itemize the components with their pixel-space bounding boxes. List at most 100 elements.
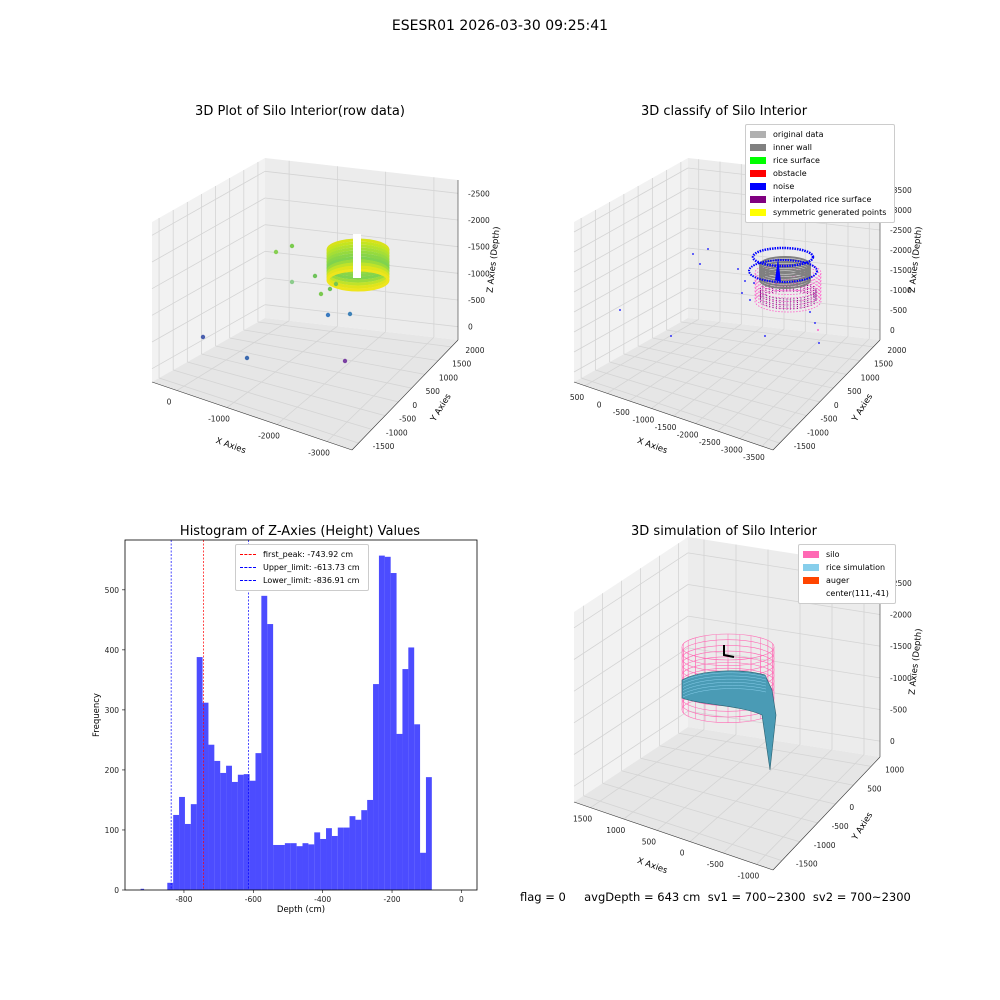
figure-suptitle: ESESR01 2026-03-30 09:25:41 [391, 18, 609, 34]
histogram-bar [196, 657, 203, 890]
histogram-outlier-bar [140, 888, 145, 890]
histogram-bar [361, 810, 368, 890]
histogram-bar [326, 828, 332, 890]
histogram-bar [337, 827, 344, 890]
histogram-bar [173, 814, 180, 890]
panel2-legend-item: interpolated rice surface [750, 193, 890, 206]
panel2-legend-label: rice surface [773, 156, 820, 165]
panel2-legend-label: interpolated rice surface [773, 195, 872, 204]
histogram-bar [231, 781, 238, 890]
panel4-legend-label: rice simulation [826, 563, 886, 572]
histogram-bar [390, 573, 397, 890]
panel4-legend-item: rice simulation [803, 561, 891, 574]
histogram-bar [408, 647, 415, 890]
histogram-bar [208, 744, 215, 890]
panel4-legend-item: auger [803, 574, 891, 587]
histogram-legend-line [240, 567, 256, 568]
histogram-bar [314, 832, 321, 890]
histogram-y-axis-label: Frequency [92, 693, 102, 737]
histogram-legend-label: first_peak: -743.92 cm [263, 550, 354, 559]
histogram-legend-item: first_peak: -743.92 cm [240, 548, 364, 561]
histogram-bar [190, 804, 197, 890]
panel2-legend-label: symmetric generated points [773, 208, 887, 217]
histogram-legend-line [240, 554, 256, 555]
panel4-legend-item: center(111,-41) [803, 587, 891, 600]
histogram-bar [290, 843, 297, 890]
panel4-legend-swatch [803, 590, 819, 597]
panel4-legend-label: center(111,-41) [826, 589, 889, 598]
histogram-y-tick-label: 0 [114, 886, 119, 895]
histogram-bar [202, 702, 209, 890]
panel2-legend-swatch [750, 183, 766, 190]
histogram-y-tick-label: 300 [105, 706, 120, 715]
histogram-bar [331, 835, 338, 890]
panel2-legend-item: inner wall [750, 141, 890, 154]
histogram-bar [396, 733, 403, 890]
panel2-legend-item: noise [750, 180, 890, 193]
histogram-bar [402, 669, 409, 890]
panel4-legend-swatch [803, 551, 819, 558]
panel4-legend-item: silo [803, 548, 891, 561]
panel2-legend-item: symmetric generated points [750, 206, 890, 219]
panel4-legend-label: silo [826, 550, 840, 559]
histogram-x-tick-label: -200 [384, 895, 401, 904]
histogram-bar [355, 819, 362, 890]
histogram-y-tick-label: 400 [105, 646, 120, 655]
panel2-legend-swatch [750, 157, 766, 164]
panel2-title: 3D classify of Silo Interior [640, 104, 808, 119]
panel2-legend-swatch [750, 170, 766, 177]
histogram-bar [267, 624, 274, 890]
histogram-bar [343, 827, 350, 890]
histogram-legend: first_peak: -743.92 cm Upper_limit: -613.… [235, 544, 369, 591]
panel2-legend-label: obstacle [773, 169, 807, 178]
histogram-bar [255, 753, 262, 890]
histogram-bar [420, 852, 426, 890]
status-footer: flag = 0 avgDepth = 643 cm sv1 = 700~230… [520, 890, 911, 904]
panel2-legend-label: original data [773, 130, 824, 139]
panel4-legend-swatch [803, 577, 819, 584]
histogram-legend-label: Lower_limit: -836.91 cm [263, 576, 360, 585]
histogram-x-tick-label: -600 [245, 895, 262, 904]
histogram-bar [367, 799, 374, 890]
histogram-legend-label: Upper_limit: -613.73 cm [263, 563, 360, 572]
histogram-bar [278, 844, 285, 890]
histogram-bar [237, 774, 244, 890]
panel2-legend-swatch [750, 131, 766, 138]
histogram-x-tick-label: -800 [175, 895, 192, 904]
histogram-bar [261, 595, 268, 890]
histogram-bar [249, 780, 256, 890]
histogram-bar [320, 838, 327, 890]
histogram-bar [273, 844, 279, 890]
histogram-bar [414, 724, 421, 890]
panel2-legend-item: rice surface [750, 154, 890, 167]
histogram-bar [226, 765, 232, 890]
histogram-x-axis-label: Depth (cm) [277, 905, 325, 915]
histogram-legend-item: Lower_limit: -836.91 cm [240, 574, 364, 587]
histogram-bar [384, 556, 391, 890]
histogram-bar [214, 760, 221, 890]
histogram-legend-item: Upper_limit: -613.73 cm [240, 561, 364, 574]
histogram-x-tick-label: -400 [314, 895, 331, 904]
histogram-bar [184, 823, 191, 890]
panel4-title: 3D simulation of Silo Interior [631, 524, 817, 539]
histogram-bar [378, 555, 385, 890]
panel4-legend-label: auger [826, 576, 850, 585]
panel2-legend-swatch [750, 144, 766, 151]
histogram-bar [167, 882, 174, 890]
panel2-legend-label: inner wall [773, 143, 813, 152]
histogram-x-tick-label: 0 [459, 895, 464, 904]
histogram-bar [308, 844, 315, 890]
histogram-bar [302, 843, 309, 890]
panel4-legend: silo rice simulation auger center(111,-41) [798, 544, 896, 604]
histogram-frame [124, 539, 478, 891]
histogram-bar [425, 777, 432, 890]
panel2-legend: original data inner wall rice surface obsta… [745, 124, 895, 223]
panel2-legend-item: obstacle [750, 167, 890, 180]
panel2-legend-item: original data [750, 128, 890, 141]
histogram-bar [179, 796, 185, 890]
histogram-bar [220, 772, 227, 890]
panel4-legend-swatch [803, 564, 819, 571]
panel2-legend-swatch [750, 196, 766, 203]
histogram-legend-line [240, 580, 256, 581]
